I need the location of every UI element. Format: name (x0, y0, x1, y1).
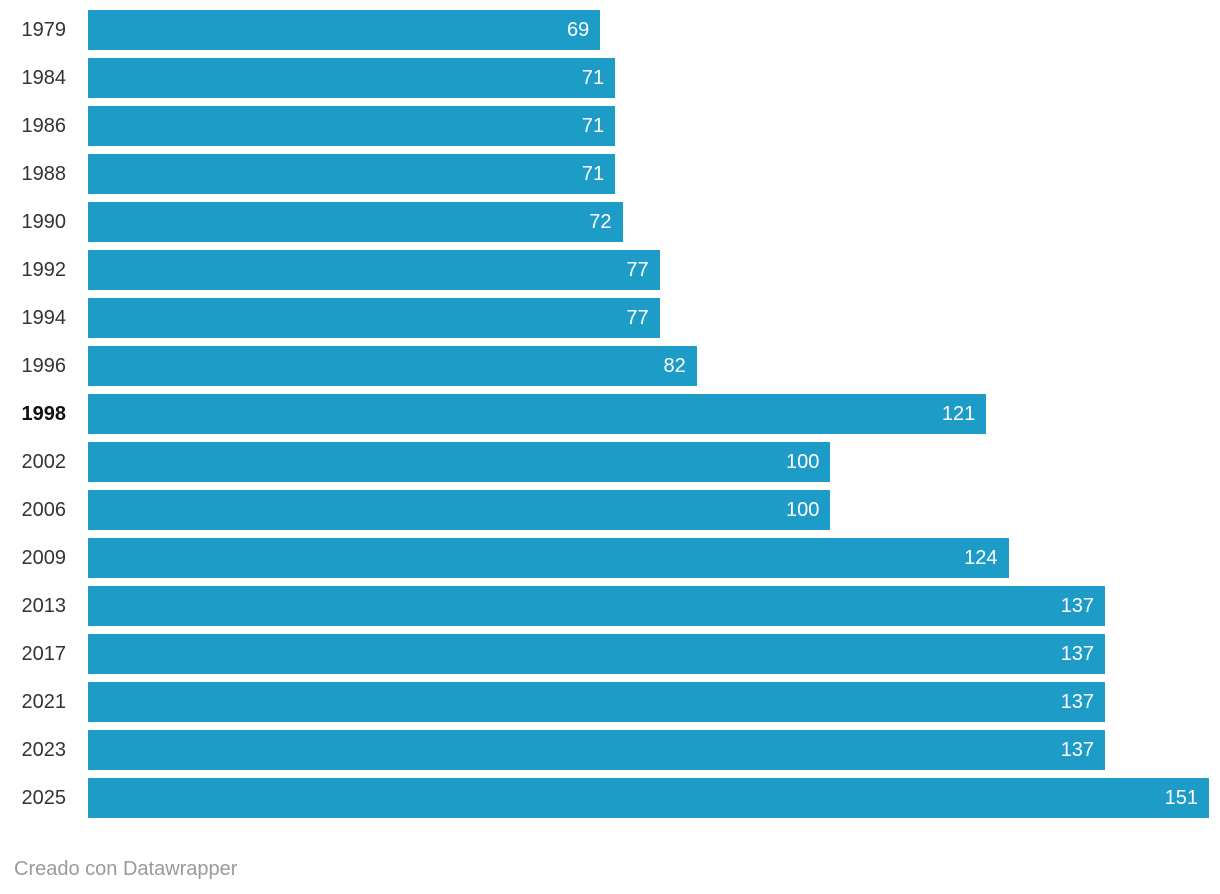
bar-value-label: 137 (1060, 738, 1095, 761)
bar-track: 71 (88, 154, 1209, 194)
year-label: 2009 (21, 547, 67, 569)
bar-track: 77 (88, 298, 1209, 338)
chart-row: 2023 137 (0, 730, 1220, 770)
bar-track: 100 (88, 490, 1209, 530)
bar-value-label: 100 (786, 450, 820, 473)
chart-row: 1979 69 (0, 10, 1220, 50)
bar-track: 137 (88, 586, 1209, 626)
bar: 69 (88, 10, 601, 50)
bar: 124 (88, 538, 1009, 578)
year-label: 2017 (21, 643, 67, 665)
chart-row: 2002 100 (0, 442, 1220, 482)
bar-track: 137 (88, 730, 1209, 770)
bar: 137 (88, 586, 1106, 626)
chart-row: 1996 82 (0, 346, 1220, 386)
bar-track: 137 (88, 634, 1209, 674)
bar-value-label: 121 (941, 402, 976, 425)
bar-value-label: 137 (1060, 642, 1095, 665)
year-label: 2013 (21, 595, 67, 617)
bar: 100 (88, 490, 831, 530)
bar-value-label: 82 (663, 354, 686, 377)
bar-value-label: 137 (1060, 690, 1095, 713)
bar: 82 (88, 346, 697, 386)
bar-track: 100 (88, 442, 1209, 482)
bar: 71 (88, 106, 616, 146)
bar: 71 (88, 154, 616, 194)
bar-value-label: 137 (1060, 594, 1095, 617)
chart-row: 1984 71 (0, 58, 1220, 98)
year-label: 1998 (21, 403, 67, 425)
year-label: 2006 (21, 499, 67, 521)
bar-value-label: 71 (581, 66, 605, 89)
chart-row: 1990 72 (0, 202, 1220, 242)
bar-value-label: 71 (581, 162, 605, 185)
bar: 100 (88, 442, 831, 482)
year-label: 1988 (21, 163, 67, 185)
year-label: 1979 (21, 19, 67, 41)
bar-value-label: 151 (1164, 786, 1198, 809)
datawrapper-credit-link[interactable]: Creado con Datawrapper (14, 858, 238, 880)
bar-track: 151 (88, 778, 1209, 818)
year-label: 1996 (21, 355, 67, 377)
bar: 137 (88, 730, 1106, 770)
bar-value-label: 69 (566, 18, 590, 41)
bar-track: 82 (88, 346, 1209, 386)
year-label: 1984 (21, 67, 67, 89)
chart-row: 2021 137 (0, 682, 1220, 722)
bar-track: 69 (88, 10, 1209, 50)
bar-track: 137 (88, 682, 1209, 722)
bar: 71 (88, 58, 616, 98)
chart-row: 1994 77 (0, 298, 1220, 338)
chart-row: 2017 137 (0, 634, 1220, 674)
bar: 121 (88, 394, 987, 434)
year-label: 2021 (21, 691, 67, 713)
chart-row: 2025 151 (0, 778, 1220, 818)
bar-value-label: 124 (964, 546, 998, 569)
year-label: 1994 (21, 307, 67, 329)
bar: 151 (88, 778, 1209, 818)
chart-footer: Creado con Datawrapper (0, 858, 1220, 881)
year-label: 2025 (21, 787, 67, 809)
chart-row: 1986 71 (0, 106, 1220, 146)
chart-row: 1998 121 (0, 394, 1220, 434)
bar-value-label: 71 (581, 114, 605, 137)
bar-value-label: 77 (626, 306, 649, 329)
chart-row: 2009 124 (0, 538, 1220, 578)
bar-track: 124 (88, 538, 1209, 578)
bar-value-label: 77 (626, 258, 649, 281)
bar-track: 71 (88, 58, 1209, 98)
bar-track: 77 (88, 250, 1209, 290)
bar-chart: 1979 69 1984 71 1986 71 1988 71 1990 72 1992 77 1994… (0, 10, 1220, 818)
year-label: 1986 (21, 115, 67, 137)
bar: 137 (88, 634, 1106, 674)
chart-row: 1988 71 (0, 154, 1220, 194)
chart-row: 2013 137 (0, 586, 1220, 626)
year-label: 2002 (21, 451, 67, 473)
chart-row: 2006 100 (0, 490, 1220, 530)
chart-row: 1992 77 (0, 250, 1220, 290)
bar: 72 (88, 202, 623, 242)
bar-track: 121 (88, 394, 1209, 434)
bar-value-label: 72 (589, 210, 612, 233)
year-label: 2023 (21, 739, 67, 761)
year-label: 1990 (21, 211, 67, 233)
bar: 137 (88, 682, 1106, 722)
bar-value-label: 100 (786, 498, 820, 521)
bar: 77 (88, 298, 660, 338)
bar-track: 71 (88, 106, 1209, 146)
bar: 77 (88, 250, 660, 290)
bar-track: 72 (88, 202, 1209, 242)
year-label: 1992 (21, 259, 67, 281)
